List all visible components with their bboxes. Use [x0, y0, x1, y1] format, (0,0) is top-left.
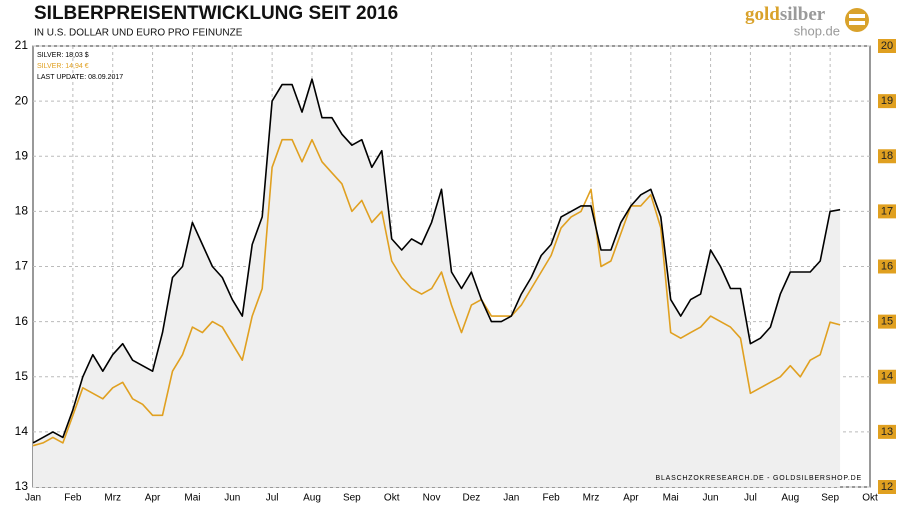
- y2-tick-box: [878, 94, 896, 109]
- x-tick-label: Mai: [184, 493, 200, 504]
- x-tick-label: Jul: [744, 493, 757, 504]
- logo-icon-bar: [849, 14, 865, 18]
- y2-tick-box: [878, 204, 896, 219]
- x-tick-label: Mai: [663, 493, 679, 504]
- y2-tick-box: [878, 424, 896, 439]
- x-tick-label: Mrz: [583, 493, 600, 504]
- last-update: LAST UPDATE: 08.09.2017: [37, 74, 123, 81]
- logo-silber: silber: [780, 4, 826, 25]
- x-tick-label: Feb: [64, 493, 82, 504]
- x-tick-label: Dez: [463, 493, 481, 504]
- y2-tick-box: [878, 39, 896, 53]
- x-tick-label: Aug: [781, 493, 799, 504]
- x-tick-label: Sep: [821, 493, 839, 504]
- y2-tick-label: 18: [881, 150, 893, 162]
- x-tick-label: Aug: [303, 493, 321, 504]
- x-tick-label: Sep: [343, 493, 361, 504]
- x-tick-label: Jul: [266, 493, 279, 504]
- y2-tick-label: 20: [881, 40, 893, 52]
- source: BLASCHZOKRESEARCH.DE - GOLDSILBERSHOP.DE: [655, 475, 862, 482]
- y-tick-label: 15: [15, 369, 29, 383]
- y2-tick-box: [878, 480, 896, 494]
- y2-tick-label: 12: [881, 481, 893, 493]
- y2-tick-box: [878, 149, 896, 164]
- x-tick-label: Jan: [25, 493, 41, 504]
- legend-eur: SILVER: 14,94 €: [37, 63, 89, 70]
- y-tick-label: 17: [15, 259, 29, 273]
- chart-title: SILBERPREISENTWICKLUNG SEIT 2016: [34, 3, 398, 24]
- x-tick-label: Jun: [224, 493, 240, 504]
- legend-usd: SILVER: 18,03 $: [37, 52, 89, 59]
- x-tick-label: Okt: [384, 493, 400, 504]
- y2-tick-label: 15: [881, 316, 893, 328]
- y2-tick-box: [878, 314, 896, 329]
- y2-tick-label: 13: [881, 426, 893, 438]
- logo-icon: [845, 8, 869, 32]
- y-tick-label: 21: [15, 38, 29, 52]
- y-tick-label: 19: [15, 148, 29, 162]
- y2-tick-box: [878, 369, 896, 384]
- x-tick-label: Feb: [543, 493, 561, 504]
- x-tick-label: Jun: [703, 493, 719, 504]
- chart-subtitle: IN U.S. DOLLAR UND EURO PRO FEINUNZE: [34, 28, 243, 39]
- y2-tick-box: [878, 259, 896, 274]
- y2-tick-label: 17: [881, 205, 893, 217]
- y-tick-label: 18: [15, 204, 29, 218]
- y-tick-label: 14: [15, 424, 29, 438]
- x-tick-label: Apr: [623, 493, 639, 504]
- line: [32, 78, 841, 444]
- y2-tick-label: 16: [881, 260, 893, 272]
- x-tick-label: Okt: [862, 493, 878, 504]
- x-tick-label: Apr: [145, 493, 161, 504]
- y2-tick-label: 19: [881, 95, 893, 107]
- x-tick-label: Mrz: [104, 493, 121, 504]
- y-tick-label: 13: [15, 479, 29, 493]
- line: [32, 138, 841, 447]
- x-tick-label: Jan: [503, 493, 519, 504]
- x-tick-label: Nov: [423, 493, 441, 504]
- y2-tick-label: 14: [881, 371, 893, 383]
- logo-gold: gold: [745, 4, 780, 25]
- area: [33, 79, 841, 487]
- y-tick-label: 20: [15, 93, 29, 107]
- y-tick-label: 16: [15, 314, 29, 328]
- logo-shop: shop.de: [794, 23, 840, 38]
- logo: goldsilber: [745, 4, 826, 25]
- logo-icon-bar: [849, 21, 865, 25]
